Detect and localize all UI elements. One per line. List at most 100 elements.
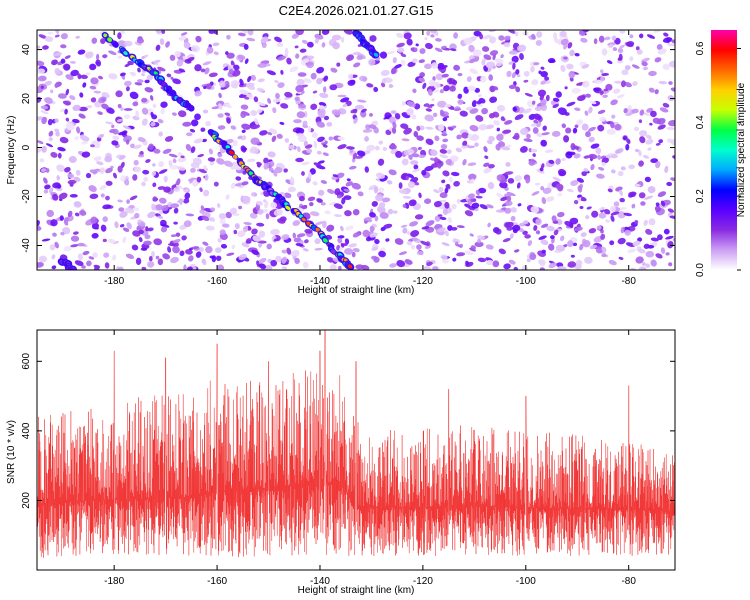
heatmap-cell — [411, 153, 420, 158]
heatmap-cell — [505, 200, 513, 206]
heatmap-cell — [75, 169, 81, 176]
heatmap-cell — [495, 209, 505, 213]
heatmap-cell — [643, 243, 650, 249]
heatmap-cell — [97, 111, 103, 115]
heatmap-cell — [85, 105, 93, 109]
heatmap-cell — [456, 225, 465, 229]
heatmap-cell — [469, 247, 477, 252]
heatmap-cell — [132, 174, 138, 181]
heatmap-cell — [134, 212, 140, 219]
heatmap-cell — [610, 205, 616, 212]
heatmap-cell — [617, 170, 624, 177]
heatmap-cell — [238, 253, 247, 261]
heatmap-cell — [123, 114, 131, 120]
heatmap-cell — [72, 104, 81, 112]
heatmap-cell — [513, 81, 517, 86]
heatmap-cell — [137, 219, 143, 223]
heatmap-cell — [286, 247, 292, 255]
heatmap-cell — [601, 157, 610, 164]
heatmap-cell — [395, 150, 403, 158]
heatmap-cell — [565, 151, 573, 159]
heatmap-cell — [597, 154, 602, 160]
heatmap-cell — [353, 62, 361, 68]
heatmap-cell — [241, 242, 250, 248]
heatmap-cell — [348, 165, 357, 170]
heatmap-cell — [510, 207, 517, 213]
heatmap-cell — [148, 255, 153, 262]
heatmap-cell — [555, 244, 566, 252]
heatmap-cell — [474, 142, 479, 147]
heatmap-cell — [230, 125, 237, 130]
heatmap-cell — [101, 97, 106, 102]
heatmap-cell — [108, 73, 118, 80]
heatmap-cell — [387, 208, 394, 215]
heatmap-cell — [510, 215, 516, 222]
heatmap-cell — [70, 244, 79, 248]
heatmap-cell — [74, 212, 80, 217]
heatmap-cell — [459, 110, 468, 117]
heatmap-cell — [488, 74, 494, 81]
heatmap-cell — [658, 139, 664, 144]
heatmap-cell — [157, 66, 166, 72]
heatmap-cell — [90, 144, 95, 148]
heatmap-cell — [48, 137, 53, 142]
heatmap-cell — [461, 145, 467, 149]
heatmap-cell — [379, 202, 386, 208]
heatmap-cell — [329, 201, 336, 206]
heatmap-cell — [454, 243, 462, 248]
heatmap-cell — [530, 206, 540, 214]
heatmap-cell — [465, 260, 470, 266]
heatmap-cell — [418, 77, 426, 83]
heatmap-cell — [411, 114, 417, 120]
heatmap-cell — [274, 166, 283, 174]
heatmap-cell — [374, 238, 380, 245]
heatmap-cell — [533, 62, 540, 66]
heatmap-cell — [645, 263, 650, 268]
heatmap-cell — [227, 64, 234, 70]
heatmap-cell — [63, 64, 71, 71]
heatmap-cell — [85, 172, 92, 179]
heatmap-cell — [331, 34, 342, 41]
heatmap-cell — [217, 125, 226, 130]
heatmap-cell — [625, 242, 636, 247]
heatmap-cell — [234, 223, 240, 230]
heatmap-cell — [602, 94, 608, 98]
heatmap-cell — [625, 143, 630, 151]
heatmap-cell — [540, 139, 548, 147]
heatmap-cell — [668, 81, 673, 85]
heatmap-cell — [257, 63, 267, 68]
heatmap-cell — [503, 35, 511, 41]
heatmap-cell — [584, 256, 593, 264]
heatmap-cell — [573, 153, 581, 159]
heatmap-cell — [152, 103, 157, 109]
heatmap-cell — [483, 162, 490, 167]
heatmap-cell — [660, 247, 666, 254]
heatmap-cell — [469, 68, 479, 75]
heatmap-cell — [185, 213, 195, 217]
heatmap-cell — [581, 123, 589, 131]
track-core-1 — [347, 264, 353, 269]
heatmap-cell — [349, 149, 354, 153]
heatmap-cell — [648, 70, 657, 77]
heatmap-cell — [551, 215, 557, 222]
heatmap-cell — [540, 70, 548, 78]
heatmap-cell — [175, 232, 181, 237]
heatmap-cell — [508, 259, 516, 265]
heatmap-cell — [406, 108, 414, 116]
heatmap-cell — [160, 223, 170, 228]
heatmap-cell — [337, 94, 347, 98]
heatmap-cell — [297, 135, 307, 143]
heatmap-cell — [176, 59, 184, 67]
heatmap-cell — [593, 38, 598, 45]
heatmap-cell — [377, 206, 386, 214]
heatmap-cell — [180, 32, 188, 36]
heatmap-cell — [645, 139, 654, 145]
heatmap-cell — [241, 123, 251, 130]
heatmap-cell — [352, 152, 358, 160]
heatmap-cell — [590, 164, 595, 171]
heatmap-cell — [450, 171, 460, 177]
heatmap-cell — [56, 164, 66, 172]
heatmap-cell — [620, 226, 625, 234]
heatmap-cell — [101, 103, 109, 110]
heatmap-cell — [557, 185, 564, 192]
